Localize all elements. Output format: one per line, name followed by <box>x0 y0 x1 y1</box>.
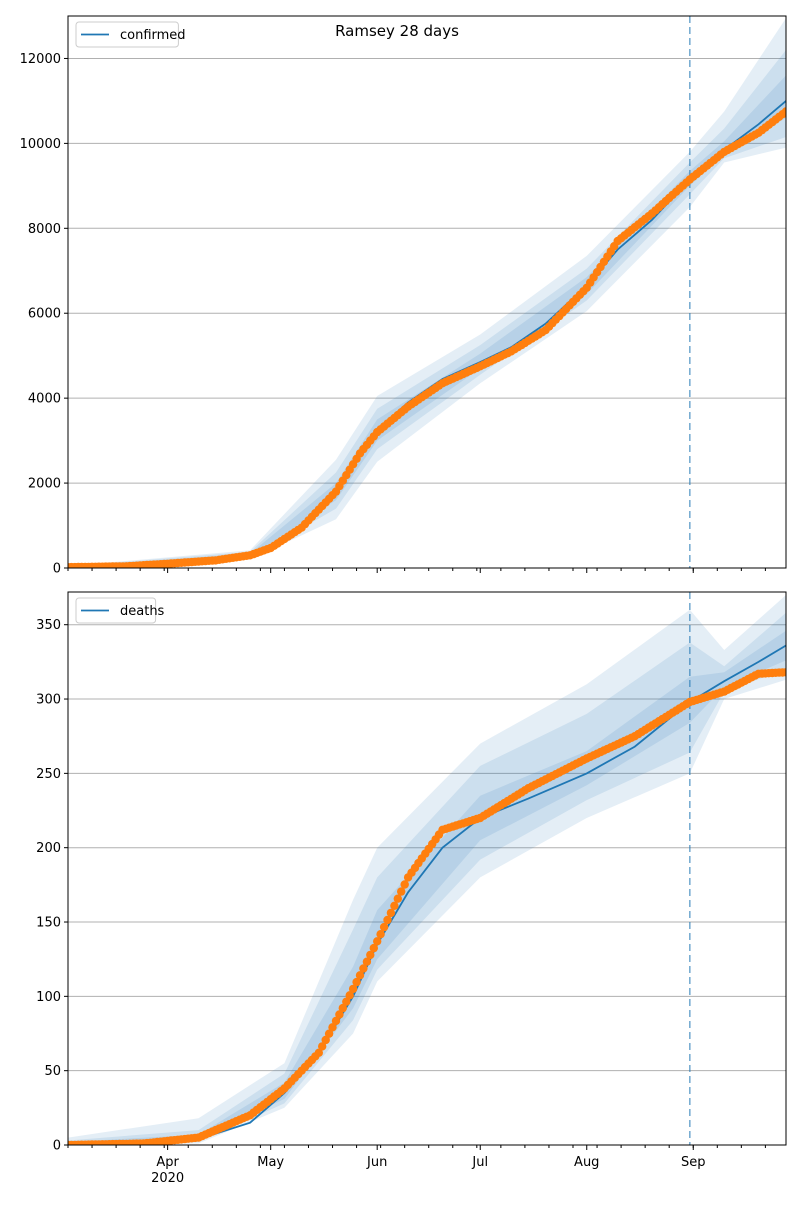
axes-frame <box>67 15 787 569</box>
legend: confirmed <box>75 21 186 48</box>
observed-point <box>348 984 358 994</box>
x-tick-label: Apr <box>156 1155 179 1170</box>
observed-point <box>338 1003 347 1013</box>
y-tick-label: 8000 <box>28 222 61 237</box>
figure-title: Ramsey 28 days <box>335 22 459 40</box>
observed-point <box>342 997 351 1006</box>
observed-point <box>397 887 406 896</box>
observed-point <box>318 1042 327 1051</box>
y-tick-label: 250 <box>36 767 61 782</box>
observed-point <box>324 1029 334 1038</box>
observed-points <box>68 107 786 568</box>
observed-point <box>386 908 396 918</box>
y-tick-label: 12000 <box>20 52 61 67</box>
legend-label: deaths <box>120 604 165 619</box>
axes-frame <box>67 591 787 1146</box>
legend-box <box>75 21 179 48</box>
y-tick-label: 2000 <box>28 477 61 492</box>
uncertainty-band <box>68 630 786 1145</box>
observed-point <box>345 991 354 1000</box>
observed-point <box>335 1010 344 1019</box>
y-tick-label: 50 <box>44 1064 61 1079</box>
legend-label: confirmed <box>120 28 186 43</box>
y-tick-label: 350 <box>36 618 61 633</box>
x-tick-sublabel: 2020 <box>151 1171 184 1186</box>
chart-panel-confirmed-panel: 0 2000 4000 6000 8000 10000 12000 confirmed <box>20 15 787 577</box>
x-tick-label: May <box>257 1155 284 1170</box>
plot-area <box>68 592 786 1145</box>
legend-box <box>75 597 157 624</box>
observed-point <box>373 937 382 946</box>
observed-point <box>383 915 392 925</box>
observed-point <box>314 1048 323 1058</box>
observed-point <box>781 107 786 116</box>
observed-point <box>321 1035 330 1045</box>
y-tick-label: 150 <box>36 916 61 931</box>
y-tick-label: 0 <box>53 562 61 577</box>
y-tick-label: 0 <box>53 1139 61 1154</box>
plot-area <box>68 16 786 568</box>
observed-point <box>352 977 361 987</box>
observed-point <box>393 894 402 903</box>
y-tick-label: 4000 <box>28 392 61 407</box>
y-tick-label: 100 <box>36 990 61 1005</box>
y-tick-label: 6000 <box>28 307 61 322</box>
y-tick-label: 10000 <box>20 137 61 152</box>
observed-point <box>328 1023 337 1032</box>
observed-point <box>369 943 378 953</box>
observed-point <box>400 880 409 889</box>
x-tick-label: Sep <box>681 1155 706 1170</box>
observed-point <box>359 964 368 973</box>
observed-points <box>68 668 786 1145</box>
observed-point <box>362 957 372 966</box>
observed-point <box>390 901 399 910</box>
x-tick-label: Jun <box>366 1155 387 1170</box>
observed-point <box>376 930 385 939</box>
x-tick-label: Jul <box>471 1155 488 1170</box>
observed-point <box>355 971 365 980</box>
observed-point <box>366 950 375 960</box>
x-tick-label: Aug <box>574 1155 599 1170</box>
legend: deaths <box>75 597 165 624</box>
observed-point <box>331 1016 341 1026</box>
observed-point <box>781 668 786 677</box>
observed-point <box>379 922 389 932</box>
y-tick-label: 300 <box>36 693 61 708</box>
y-tick-label: 200 <box>36 841 61 856</box>
uncertainty-band <box>68 595 786 1145</box>
